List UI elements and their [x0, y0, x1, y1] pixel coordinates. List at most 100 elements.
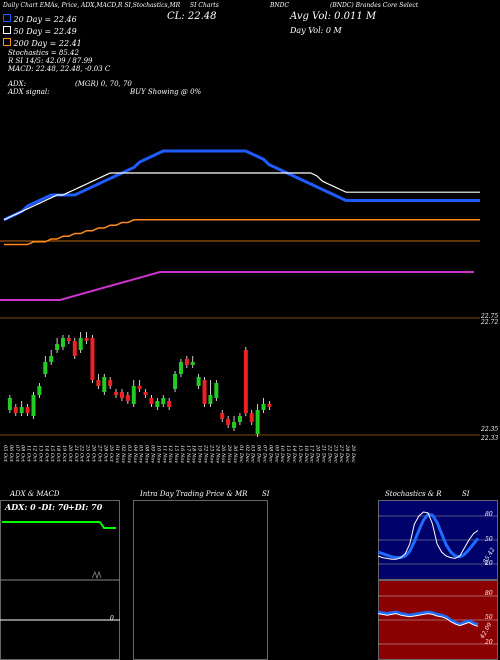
candle-body — [84, 338, 89, 341]
x-tick-label: 03 Dec — [250, 445, 256, 463]
close-price: CL: 22.48 — [167, 11, 217, 22]
candle-body — [131, 386, 136, 404]
x-tick-label: 11 Nov — [161, 445, 167, 463]
adx-readout: ADX: — [8, 80, 27, 88]
stochastics-readout: Stochastics = 85.42 — [8, 49, 79, 57]
candle-body — [208, 395, 213, 404]
candle-body — [155, 401, 160, 407]
x-tick-label: 17 Dec — [309, 445, 315, 463]
ema20-label: 20 Day = 22.46 — [13, 15, 77, 24]
adx-panel-title: ADX & MACD — [10, 490, 60, 498]
candle-body — [184, 359, 189, 365]
price-chart: 05 Oct 06 Oct 07 Oct 08 Oct 11 Oct 12 Oct 13 O… — [0, 149, 480, 463]
candle-body — [96, 380, 101, 386]
candle-body — [90, 338, 95, 380]
x-tick-label: 28 Dec — [344, 444, 350, 463]
chart-subtitle: Daily Chart EMAs, Price, ADX,MACD,R SI,S… — [3, 2, 181, 9]
x-tick-label: 16 Nov — [179, 445, 185, 463]
x-tick-label: 07 Oct — [14, 445, 20, 463]
x-tick-label: 12 Nov — [167, 445, 173, 463]
legend-ema50: 50 Day = 22.49 — [3, 26, 77, 36]
stochastics-k-line — [378, 511, 479, 560]
rsi-plot — [378, 595, 498, 645]
candle-body — [102, 377, 107, 392]
x-tick-label: 16 Dec — [303, 445, 309, 463]
x-tick-label: 21 Dec — [321, 444, 327, 463]
x-tick-label: 15 Oct — [49, 445, 55, 463]
candle-body — [261, 404, 266, 410]
stoch-tick-20: 20 — [485, 560, 493, 567]
x-tick-label: 28 Oct — [102, 444, 108, 463]
candle-body — [232, 422, 237, 428]
x-tick-label: 25 Oct — [85, 444, 91, 463]
moving-average-layer — [0, 149, 480, 436]
rsi-tick-80: 80 — [485, 590, 493, 597]
legend-ema200: 200 Day = 22.41 — [3, 38, 82, 48]
rsi-tick-20: 20 — [485, 639, 493, 646]
candle-body — [190, 362, 195, 365]
x-tick-label: 10 Dec — [279, 445, 285, 463]
intraday-mrsi-panel — [133, 500, 268, 660]
ticker-symbol: BNDC — [270, 2, 290, 9]
candle-body — [202, 380, 207, 404]
x-tick-label: 10 Nov — [155, 445, 161, 463]
candle-body — [137, 386, 142, 389]
candle-body — [267, 404, 272, 407]
adx-value-label: ADX: 0 — [5, 502, 36, 512]
x-tick-label: 30 Nov — [232, 445, 238, 463]
rsi-smooth-line — [378, 610, 479, 627]
candle-body — [149, 398, 154, 404]
candle-body — [19, 407, 24, 413]
x-tick-label: 17 Nov — [185, 445, 191, 463]
x-tick-label: 21 Oct — [73, 444, 79, 463]
candle-body — [31, 395, 36, 416]
candle-body — [226, 419, 231, 425]
macd-zero-label: 0 — [110, 615, 114, 622]
candle-body — [125, 395, 130, 401]
candle-body — [178, 362, 183, 374]
candle-body — [196, 377, 201, 386]
x-tick-label: 01 Nov — [114, 445, 120, 463]
price-tick-lower: 22.35 — [481, 426, 499, 433]
stoch-tick-50: 50 — [485, 536, 493, 543]
avg-volume: Avg Vol: 0.011 M — [290, 11, 377, 22]
candle-body — [119, 392, 124, 398]
stoch-panel-title-suffix: SI — [462, 490, 470, 498]
x-tick-label: 23 Dec — [332, 444, 338, 463]
adx-macd-plot — [0, 521, 120, 621]
x-tick-label: 02 Nov — [120, 445, 126, 463]
x-tick-label: 24 Nov — [214, 444, 220, 463]
x-tick-label: 09 Nov — [149, 445, 155, 463]
stochastics-plot — [378, 511, 498, 565]
price-tick-lower2: 22.33 — [481, 435, 499, 442]
x-tick-label: 08 Oct — [20, 445, 26, 463]
candle-body — [114, 392, 119, 395]
candle-body — [220, 413, 225, 419]
candle-body — [25, 407, 30, 413]
mrsi-panel-title: Intra Day Trading Price & MR — [140, 490, 248, 498]
x-tick-label: 18 Oct — [55, 445, 61, 463]
x-tick-label: 26 Oct — [90, 444, 96, 463]
x-tick-label: 07 Dec — [262, 445, 268, 463]
x-tick-label: 08 Dec — [267, 445, 273, 463]
ma-line-1 — [3, 172, 480, 221]
x-tick-label: 08 Nov — [144, 445, 150, 463]
mrsi-line — [0, 271, 474, 301]
legend-ema20: 20 Day = 22.46 — [3, 14, 77, 24]
candle-body — [143, 392, 148, 395]
x-axis-labels: 05 Oct 06 Oct 07 Oct 08 Oct 11 Oct 12 Oct 13 O… — [2, 444, 356, 463]
candle-body — [167, 401, 172, 407]
di-line-tail — [99, 521, 116, 529]
mrsi-panel-title-suffix: SI — [262, 490, 270, 498]
x-tick-label: 01 Dec — [238, 445, 244, 463]
x-tick-label: 13 Oct — [37, 445, 43, 463]
price-tick-upper2: 22.72 — [481, 319, 499, 326]
rsi-line — [378, 613, 479, 627]
x-tick-label: 22 Dec — [326, 444, 332, 463]
x-tick-label: 27 Dec — [338, 444, 344, 463]
x-tick-label: 22 Oct — [79, 444, 85, 463]
price-tick-upper: 22.75 — [481, 313, 499, 320]
x-tick-label: 06 Oct — [8, 445, 14, 463]
candle-body — [60, 338, 65, 347]
x-tick-label: 27 Oct — [96, 444, 102, 463]
